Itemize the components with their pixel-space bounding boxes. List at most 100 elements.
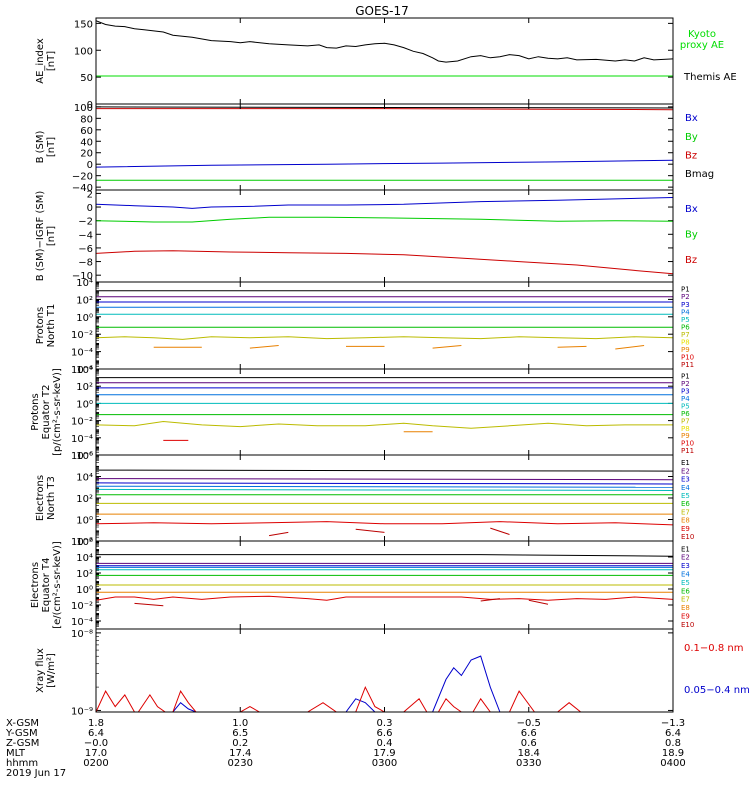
y-tick-label: 0 — [87, 160, 93, 171]
legend-label: P3 — [681, 301, 690, 309]
legend-label: E1 — [681, 545, 690, 553]
legend-label: E9 — [681, 613, 690, 621]
y-tick-label: 60 — [80, 126, 93, 137]
x-row-label: hhmm — [6, 758, 38, 769]
legend-label: E8 — [681, 517, 690, 525]
x-row-value: −0.0 — [84, 738, 108, 749]
y-tick-label: 10⁴ — [76, 365, 93, 376]
legend-label: E9 — [681, 525, 690, 533]
y-tick-label: 10⁻² — [71, 537, 93, 548]
legend-label: Bx — [685, 113, 698, 124]
y-axis-label: Protons — [30, 393, 41, 430]
y-tick-label: 10⁻⁴ — [71, 617, 93, 628]
series-line-bz — [96, 250, 673, 275]
y-tick-label: −8 — [78, 258, 93, 269]
y-axis-label: [W/m²] — [46, 653, 57, 688]
y-tick-label: 10⁻⁶ — [71, 365, 93, 376]
x-row-value: 0.8 — [665, 738, 681, 749]
y-tick-label: −10 — [72, 271, 93, 282]
legend-label: P2 — [681, 380, 690, 388]
y-axis-label: B (SM)−IGRF (SM) — [35, 191, 46, 282]
legend-label: E4 — [681, 571, 690, 579]
series-line-e2 — [96, 478, 673, 481]
x-row-label: Z-GSM — [6, 738, 39, 749]
legend-label: E4 — [681, 484, 690, 492]
y-axis-label: Equator T2 — [41, 385, 52, 440]
x-row-value: 18.9 — [662, 748, 684, 759]
legend-label: P10 — [681, 440, 694, 448]
legend-label: proxy AE — [680, 40, 724, 51]
x-row-value: 0200 — [83, 758, 108, 769]
y-tick-label: 10⁴ — [76, 473, 93, 484]
y-tick-label: 100 — [74, 103, 93, 114]
legend-label: P6 — [681, 410, 690, 418]
legend-label: By — [685, 132, 698, 143]
legend-label: E6 — [681, 587, 690, 595]
y-axis-label: [e/(cm²-s-sr-keV)] — [52, 541, 63, 629]
y-tick-label: 10⁰ — [76, 516, 93, 527]
legend-label: E7 — [681, 508, 690, 516]
legend-label: By — [685, 229, 698, 240]
legend-label: P3 — [681, 388, 690, 396]
y-tick-label: −20 — [72, 172, 93, 183]
legend-label: P5 — [681, 402, 690, 410]
y-tick-label: 10⁻² — [71, 330, 93, 341]
x-row-value: −1.3 — [661, 718, 685, 729]
legend-label: 0.1−0.8 nm — [684, 643, 743, 654]
y-tick-label: 0 — [87, 203, 93, 214]
panel-frame — [95, 628, 674, 713]
legend-label: P9 — [681, 346, 690, 354]
panel-frame — [95, 281, 674, 370]
x-row-value: 6.4 — [665, 728, 681, 739]
y-tick-label: 10⁻⁹ — [71, 706, 93, 717]
date-label: 2019 Jun 17 — [6, 768, 66, 779]
panel-frame — [95, 368, 674, 456]
y-tick-label: 20 — [80, 149, 93, 160]
y-axis-label: North T3 — [46, 476, 57, 520]
y-tick-label: 10⁻⁴ — [71, 434, 93, 445]
panel-frame — [95, 189, 674, 283]
x-row-value: 1.0 — [232, 718, 248, 729]
series-line-e9 — [96, 521, 673, 526]
panel-4: 10⁴ 10² 10⁰ 10⁻² 10⁻⁴ 10⁻⁶ Protons Equator T2 [p… — [30, 365, 694, 462]
series-line-p7 — [96, 420, 673, 429]
y-tick-label: 2 — [87, 189, 93, 200]
x-row-value: 6.6 — [377, 728, 393, 739]
x-row-value: −0.5 — [517, 718, 541, 729]
y-tick-label: −6 — [78, 244, 93, 255]
panel-3: 10⁴ 10² 10⁰ 10⁻² 10⁻⁴ 10⁻⁶ Protons North T1 P1P2… — [35, 278, 694, 376]
y-axis-label: Electrons — [30, 562, 41, 608]
legend-label: Bx — [685, 204, 698, 215]
legend-label: P1 — [681, 286, 690, 294]
x-row-value: 0.2 — [232, 738, 248, 749]
y-axis-label: Protons — [35, 307, 46, 344]
series-line-e1 — [96, 469, 673, 472]
series-line-p8 — [153, 345, 645, 350]
y-tick-label: 10⁰ — [76, 585, 93, 596]
series-line-e10 — [269, 527, 510, 537]
legend-label: P9 — [681, 432, 690, 440]
y-axis-label: [nT] — [46, 226, 57, 246]
series-line-themis-ae — [96, 20, 673, 63]
legend-label: E5 — [681, 579, 690, 587]
panel-frame — [95, 103, 674, 191]
y-axis-label: Electrons — [35, 475, 46, 521]
legend-label: P11 — [681, 447, 694, 455]
series-line-e3 — [96, 482, 673, 485]
y-tick-label: 10² — [76, 382, 93, 393]
y-tick-label: 40 — [80, 137, 93, 148]
legend-label: P4 — [681, 395, 690, 403]
series-line-e9 — [96, 595, 673, 601]
x-row-value: 6.4 — [88, 728, 104, 739]
legend-label: P7 — [681, 331, 690, 339]
panel-6: 10⁶ 10⁴ 10² 10⁰ 10⁻² 10⁻⁴ Electrons Equator T4[… — [30, 537, 694, 630]
y-tick-label: 10⁰ — [76, 399, 93, 410]
legend-label: P11 — [681, 361, 694, 369]
y-tick-label: −4 — [78, 230, 93, 241]
y-tick-label: 10⁻⁸ — [71, 629, 93, 640]
y-axis-label: [p/(cm²-s-sr-keV)] — [52, 368, 63, 456]
y-tick-label: 10⁻² — [71, 417, 93, 428]
